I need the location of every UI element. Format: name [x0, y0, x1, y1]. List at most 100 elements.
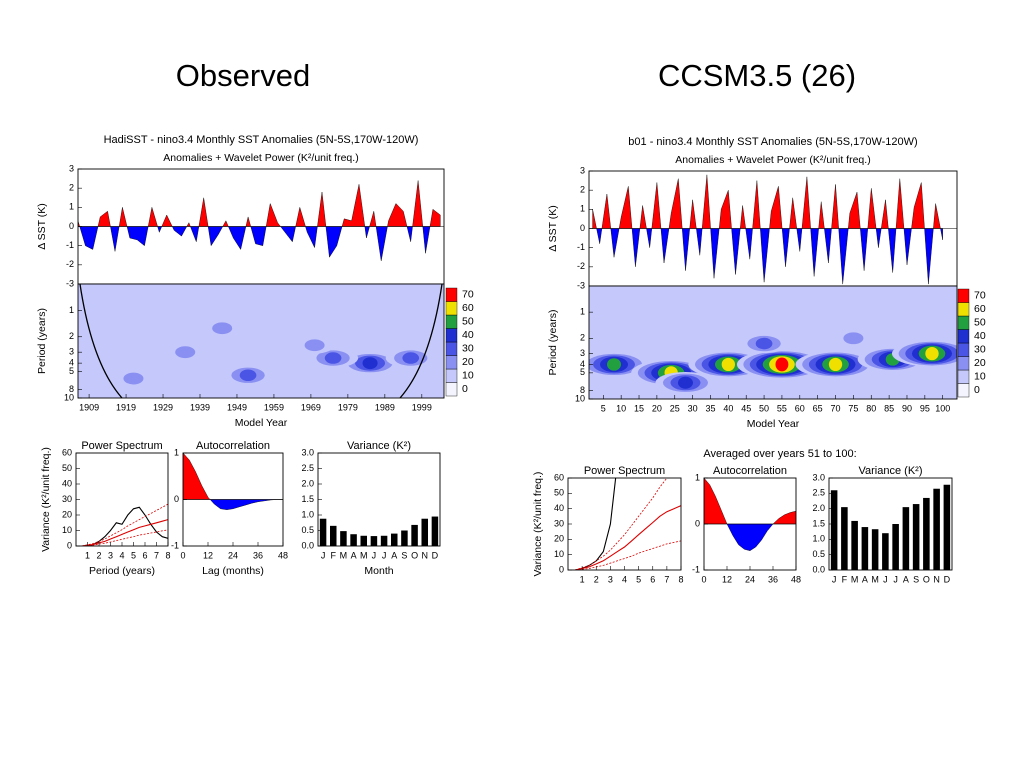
negative-area	[183, 499, 283, 510]
x-tick-label: 45	[741, 403, 751, 413]
x-tick-label: M	[851, 574, 859, 584]
chart-subtitle: Anomalies + Wavelet Power (K²/unit freq.…	[675, 154, 870, 166]
x-tick-label: 1929	[153, 402, 173, 412]
chart-title: Autocorrelation	[713, 465, 787, 477]
chart-title: HadiSST - nino3.4 Monthly SST Anomalies …	[104, 134, 419, 146]
x-tick-label: 1	[85, 550, 90, 560]
colorbar-label: 60	[974, 303, 986, 315]
y-tick-label: 2	[580, 333, 585, 343]
bar	[871, 529, 879, 570]
y-tick-label: 2.0	[812, 503, 825, 513]
y-axis-label: Variance (K²/unit freq.)	[40, 447, 52, 552]
x-tick-label: M	[871, 574, 879, 584]
x-tick-label: 8	[165, 550, 170, 560]
power-contour	[828, 357, 843, 372]
x-tick-label: 2	[594, 574, 599, 584]
x-tick-label: J	[382, 550, 387, 560]
y-tick-label: 50	[554, 488, 564, 498]
x-tick-label: F	[842, 574, 848, 584]
bar	[340, 531, 347, 546]
colorbar-label: 30	[462, 343, 474, 355]
bar	[912, 504, 920, 570]
x-axis-label: Lag (months)	[202, 565, 264, 577]
x-tick-label: J	[832, 574, 837, 584]
positive-area	[704, 478, 796, 524]
colorbar-bin	[957, 288, 970, 303]
y-tick-label: 40	[62, 478, 72, 488]
plot-frame	[77, 283, 445, 399]
y-tick-label: 10	[554, 549, 564, 559]
x-tick-label: 2	[96, 550, 101, 560]
y-tick-label: 0	[174, 494, 179, 504]
y-tick-label: 40	[554, 503, 564, 513]
bar	[933, 488, 940, 570]
y-tick-label: 0.0	[301, 540, 314, 550]
bar	[923, 497, 930, 570]
power-contour	[677, 376, 693, 389]
bar	[851, 520, 858, 570]
colorbar-bin	[445, 287, 458, 302]
y-tick-label: 1	[580, 204, 585, 214]
chart-title: Autocorrelation	[196, 440, 270, 452]
y-tick-label: -2	[66, 259, 74, 269]
x-tick-label: A	[903, 574, 909, 584]
x-tick-label: A	[391, 550, 397, 560]
x-tick-label: 0	[180, 550, 185, 560]
bar	[902, 507, 910, 570]
y-axis-label: Δ SST (K)	[36, 203, 48, 250]
y-tick-label: 2.0	[301, 478, 314, 488]
y-tick-label: 2.5	[301, 463, 314, 473]
y-tick-label: 5	[69, 366, 74, 376]
y-tick-label: 1.0	[812, 534, 825, 544]
x-tick-label: 60	[795, 403, 805, 413]
x-tick-label: 12	[203, 550, 213, 560]
bar	[401, 530, 408, 546]
x-tick-label: 55	[777, 403, 787, 413]
colorbar-label: 10	[974, 371, 986, 383]
negative-area	[592, 228, 943, 285]
colorbar-label: 70	[974, 290, 986, 302]
colorbar-bin	[445, 314, 458, 329]
x-tick-label: 6	[650, 574, 655, 584]
x-tick-label: J	[321, 550, 326, 560]
power-contour	[607, 358, 622, 371]
y-tick-label: -3	[66, 278, 74, 288]
x-axis-label: Period (years)	[89, 565, 155, 577]
colorbar-bin	[445, 382, 458, 397]
x-tick-label: 3	[608, 574, 613, 584]
y-tick-label: 1	[69, 202, 74, 212]
x-tick-label: 1	[580, 574, 585, 584]
y-tick-label: 1	[580, 307, 585, 317]
x-tick-label: 36	[253, 550, 263, 560]
x-tick-label: 5	[636, 574, 641, 584]
x-tick-label: M	[360, 550, 368, 560]
bar	[431, 516, 439, 546]
x-tick-label: 35	[705, 403, 715, 413]
x-tick-label: 48	[791, 574, 801, 584]
bar	[319, 518, 327, 546]
y-tick-label: 60	[554, 472, 564, 482]
x-tick-label: N	[933, 574, 940, 584]
chart-title: b01 - nino3.4 Monthly SST Anomalies (5N-…	[628, 136, 917, 148]
y-tick-label: 8	[580, 385, 585, 395]
colorbar-label: 40	[974, 330, 986, 342]
slide-title-right: CCSM3.5 (26)	[658, 58, 856, 93]
x-tick-label: 0	[701, 574, 706, 584]
y-tick-label: 1	[69, 305, 74, 315]
positive-area	[592, 174, 943, 229]
y-tick-label: 60	[62, 447, 72, 457]
x-tick-label: D	[432, 550, 439, 560]
chart-title: Variance (K²)	[347, 440, 411, 452]
x-tick-label: M	[340, 550, 348, 560]
x-tick-label: S	[913, 574, 919, 584]
x-tick-label: 5	[601, 403, 606, 413]
y-tick-label: 3.0	[812, 472, 825, 482]
x-tick-label: 1989	[375, 402, 395, 412]
x-tick-label: 1949	[227, 402, 247, 412]
chart-title: Variance (K²)	[859, 465, 923, 477]
y-tick-label: 0	[69, 221, 74, 231]
bar	[370, 536, 378, 546]
colorbar-label: 60	[462, 302, 474, 314]
x-axis-label: Model Year	[747, 418, 800, 430]
